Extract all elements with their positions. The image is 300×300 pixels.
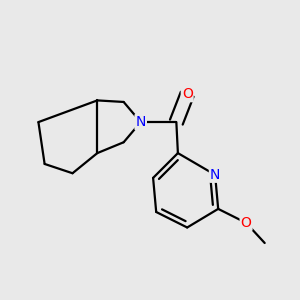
Text: N: N: [136, 115, 146, 129]
Text: O: O: [182, 87, 193, 101]
Text: N: N: [210, 168, 220, 182]
Text: O: O: [241, 216, 251, 230]
